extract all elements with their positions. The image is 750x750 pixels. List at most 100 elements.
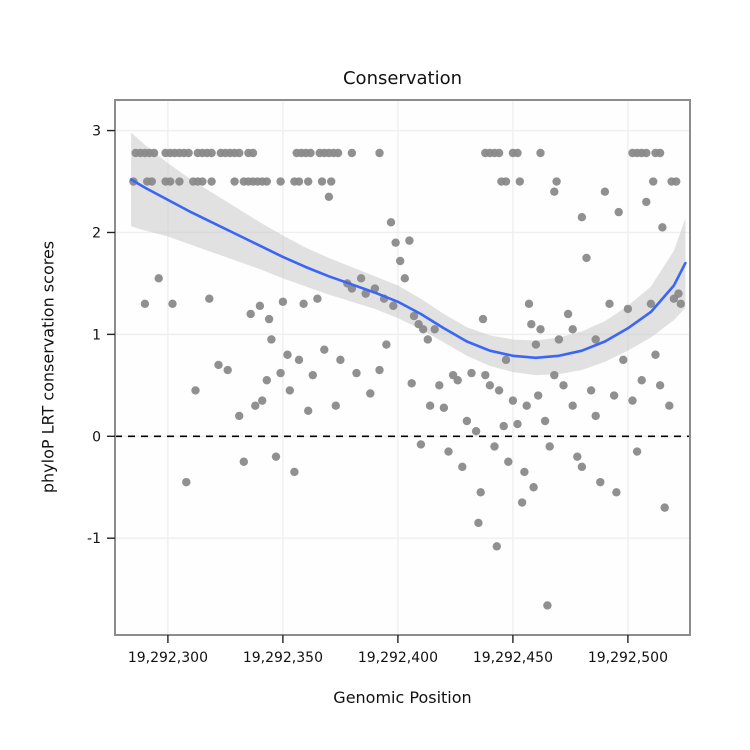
data-point xyxy=(649,177,658,186)
data-point xyxy=(568,325,577,334)
data-point xyxy=(642,197,651,207)
data-point xyxy=(515,177,524,186)
data-point xyxy=(478,314,488,324)
data-point xyxy=(577,462,587,472)
data-point xyxy=(577,212,587,222)
data-point xyxy=(658,223,667,232)
data-point xyxy=(550,370,559,380)
x-tick-label: 19,292,450 xyxy=(473,650,553,666)
data-point xyxy=(276,368,285,378)
data-point xyxy=(214,360,223,370)
data-point xyxy=(623,304,633,314)
data-point xyxy=(248,148,258,158)
data-point xyxy=(389,301,398,311)
data-point xyxy=(534,391,543,400)
data-point xyxy=(386,218,396,227)
data-point xyxy=(262,177,271,186)
data-point xyxy=(299,299,308,309)
data-point xyxy=(191,386,200,395)
data-point xyxy=(308,370,317,380)
data-point xyxy=(207,177,216,186)
y-tick-label: 1 xyxy=(92,327,101,343)
data-point xyxy=(529,483,538,492)
data-point xyxy=(278,297,288,306)
data-point xyxy=(391,238,400,247)
data-point xyxy=(499,421,508,431)
data-point xyxy=(609,391,619,400)
data-point xyxy=(419,325,428,334)
x-axis-title: Genomic Position xyxy=(333,688,472,707)
data-point xyxy=(182,477,191,487)
data-point xyxy=(356,274,366,283)
data-point xyxy=(458,462,467,472)
data-point xyxy=(154,274,163,283)
data-point xyxy=(382,340,391,349)
data-point xyxy=(462,416,472,426)
data-point xyxy=(600,187,610,196)
data-point xyxy=(522,401,531,410)
data-point xyxy=(251,401,260,410)
data-point xyxy=(501,177,511,186)
data-point xyxy=(665,401,674,410)
x-tick-label: 19,292,300 xyxy=(128,650,208,666)
data-point xyxy=(527,319,536,329)
data-point xyxy=(425,401,435,410)
data-point xyxy=(596,477,605,487)
data-point xyxy=(366,389,375,398)
data-point xyxy=(591,411,600,421)
data-point xyxy=(536,148,545,158)
data-point xyxy=(347,148,357,158)
data-point xyxy=(205,294,214,303)
data-point xyxy=(540,416,550,426)
data-point xyxy=(239,457,248,466)
x-tick-label: 19,292,400 xyxy=(358,650,438,666)
data-point xyxy=(485,381,495,390)
data-point xyxy=(676,299,685,309)
data-point xyxy=(674,289,683,298)
data-point xyxy=(513,419,522,429)
data-point xyxy=(258,396,267,405)
data-point xyxy=(271,452,281,461)
data-point xyxy=(651,350,660,359)
data-point xyxy=(552,177,561,186)
data-point xyxy=(476,488,485,497)
data-point xyxy=(453,376,462,385)
data-point xyxy=(545,442,554,451)
data-point xyxy=(320,345,329,354)
data-point xyxy=(246,309,255,319)
data-point xyxy=(324,192,334,202)
data-point xyxy=(396,256,405,266)
data-point xyxy=(361,289,370,298)
data-point xyxy=(416,440,426,449)
data-point xyxy=(467,368,476,378)
data-point xyxy=(490,442,499,451)
data-point xyxy=(333,148,343,158)
data-point xyxy=(672,177,681,186)
data-point xyxy=(198,177,207,186)
data-point xyxy=(632,447,642,456)
y-tick-label: 0 xyxy=(92,429,101,445)
data-point xyxy=(550,187,559,196)
data-point xyxy=(407,379,416,388)
chart-title: Conservation xyxy=(342,68,462,89)
data-point xyxy=(331,401,340,410)
data-point xyxy=(520,467,529,477)
data-point xyxy=(207,148,216,158)
data-point xyxy=(285,386,294,395)
data-point xyxy=(140,299,150,309)
data-point xyxy=(400,274,409,283)
data-point xyxy=(559,381,568,390)
data-point xyxy=(255,301,265,311)
data-point xyxy=(405,236,414,245)
data-point xyxy=(492,542,501,551)
data-point xyxy=(655,381,665,390)
data-point xyxy=(235,148,244,158)
data-point xyxy=(149,148,159,158)
data-point xyxy=(563,309,573,319)
data-point xyxy=(184,148,193,158)
data-point xyxy=(582,253,591,263)
data-point xyxy=(494,148,504,158)
data-point xyxy=(294,177,304,186)
x-tick-label: 19,292,350 xyxy=(243,650,323,666)
